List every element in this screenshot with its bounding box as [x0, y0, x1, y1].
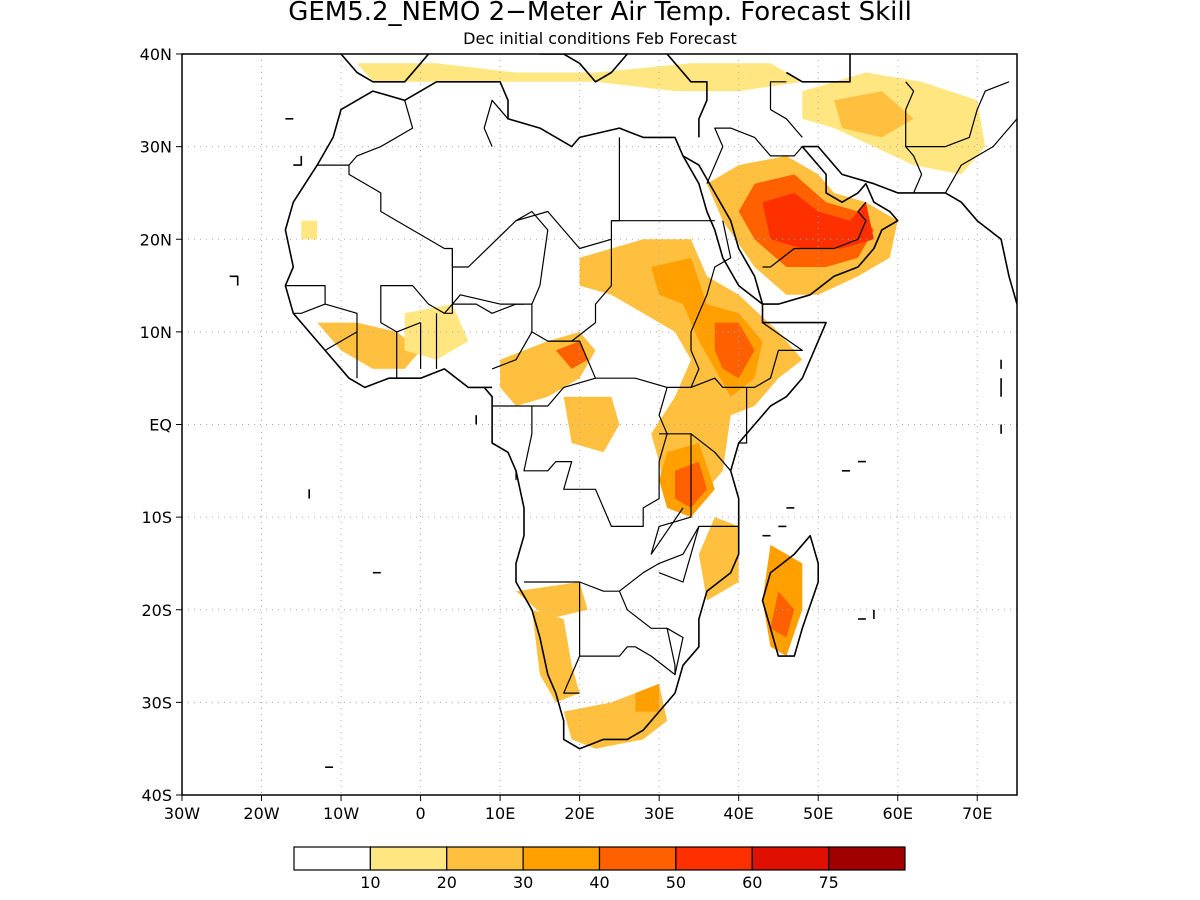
lon-tick-label: 30W — [164, 804, 200, 823]
map-subtitle: Dec initial conditions Feb Forecast — [463, 29, 737, 48]
island-outline — [229, 275, 239, 286]
skill-region — [714, 322, 755, 379]
skill-region — [516, 582, 588, 619]
coastlines — [229, 54, 1017, 769]
lon-tick-label: 40E — [723, 804, 753, 823]
skill-region — [698, 517, 739, 601]
country-border — [491, 331, 533, 370]
skill-shading — [301, 63, 986, 749]
lon-tick-label: 60E — [882, 804, 912, 823]
country-border — [443, 303, 532, 314]
latitude-labels: 40N 30N 20N 10N EQ 10S 20S 30S 40S — [140, 45, 182, 805]
colorbar-swatch — [751, 846, 830, 871]
colorbar-label: 20 — [437, 873, 457, 892]
lon-tick-label: 70E — [962, 804, 992, 823]
country-border — [523, 387, 668, 528]
colorbar-label: 30 — [513, 873, 533, 892]
country-border — [547, 340, 691, 388]
lat-tick-label: 20S — [141, 601, 172, 620]
country-border — [690, 220, 732, 388]
country-border — [666, 627, 684, 675]
longitude-labels: 30W 20W 10W 0 10E 20E 30E 40E 50E 60E 70E — [164, 795, 992, 823]
madagascar-coastline — [761, 534, 820, 657]
country-border — [905, 81, 1010, 148]
colorbar-label: 60 — [742, 873, 762, 892]
lon-tick-label: 0 — [415, 804, 425, 823]
country-border — [348, 100, 414, 166]
colorbar-swatch — [522, 846, 601, 871]
island-outline — [293, 155, 303, 166]
country-border — [706, 127, 803, 184]
lat-tick-label: 20N — [140, 230, 172, 249]
country-border — [762, 201, 867, 268]
country-border — [380, 248, 453, 333]
country-border — [317, 137, 621, 268]
country-border — [483, 99, 509, 147]
lon-tick-label: 30E — [644, 804, 674, 823]
colorbar-label: 50 — [666, 873, 686, 892]
arabia-coastline — [682, 145, 1017, 305]
lat-tick-label: EQ — [149, 416, 172, 435]
country-border — [690, 322, 803, 388]
country-border — [944, 118, 1017, 194]
skill-region — [500, 331, 596, 406]
country-border — [659, 433, 732, 472]
skill-region — [317, 322, 421, 369]
colorbar-label: 40 — [589, 873, 609, 892]
colorbar-swatch — [598, 846, 677, 871]
skill-region — [531, 609, 580, 703]
colorbar: 10 20 30 40 50 60 75 — [293, 846, 906, 892]
country-border — [650, 433, 692, 555]
country-border — [738, 387, 748, 444]
colorbar-swatch — [828, 846, 906, 871]
lon-tick-label: 50E — [803, 804, 833, 823]
country-border — [451, 294, 524, 305]
colorbar-swatch — [369, 846, 448, 871]
country-border — [515, 210, 613, 342]
skill-region — [357, 63, 803, 92]
mediterranean-north-coastline — [340, 54, 708, 138]
country-border — [492, 377, 596, 407]
skill-region — [579, 239, 803, 508]
lat-tick-label: 40S — [141, 786, 172, 805]
map-area — [182, 54, 1017, 795]
colorbar-swatch — [675, 846, 753, 871]
lon-tick-label: 10E — [485, 804, 515, 823]
map-title: GEM5.2_NEMO 2−Meter Air Temp. Forecast S… — [288, 0, 912, 27]
africa-coastline — [284, 81, 827, 750]
colorbar-label: 75 — [818, 873, 838, 892]
lat-tick-label: 30N — [140, 138, 172, 157]
skill-region — [563, 396, 620, 453]
country-borders — [285, 81, 1017, 694]
lat-tick-label: 10N — [140, 323, 172, 342]
lat-tick-label: 30S — [141, 693, 172, 712]
skill-region — [834, 91, 914, 138]
lon-tick-label: 10W — [323, 804, 359, 823]
country-border — [658, 525, 739, 583]
lon-tick-label: 20W — [243, 804, 279, 823]
colorbar-swatch — [293, 846, 371, 871]
colorbar-label: 10 — [360, 873, 380, 892]
skill-region — [635, 683, 660, 712]
skill-region — [770, 591, 795, 638]
country-border — [769, 81, 803, 138]
skill-region — [762, 192, 874, 249]
colorbar-swatch — [446, 846, 524, 871]
skill-region — [301, 220, 318, 240]
country-border — [524, 526, 700, 592]
lat-tick-label: 40N — [140, 45, 172, 64]
lon-tick-label: 20E — [564, 804, 594, 823]
caspian-coastline — [785, 54, 851, 83]
country-border — [579, 590, 676, 676]
lat-tick-label: 10S — [141, 508, 172, 527]
